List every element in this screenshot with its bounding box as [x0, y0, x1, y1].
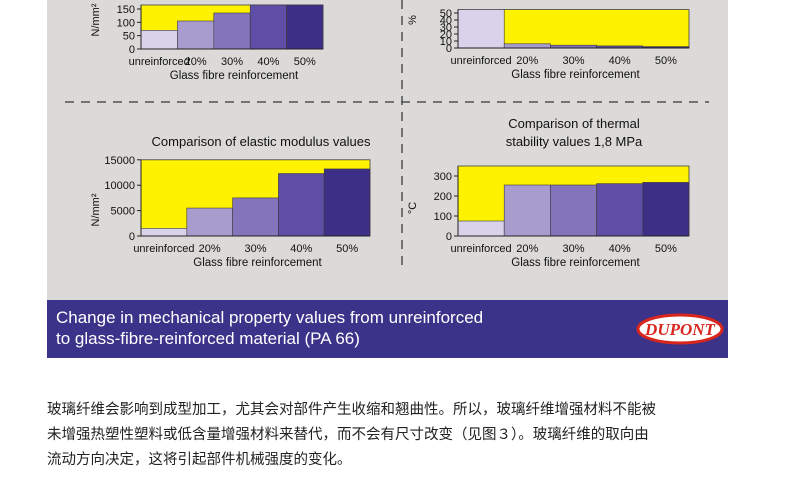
y-axis-label: % [407, 15, 419, 25]
x-tick-label: 20% [516, 55, 538, 67]
y-tick-label: 200 [434, 191, 452, 203]
article-line: 未增强热塑性塑料或低含量增强材料来替代，而不会有尺寸改变（见图３）。玻璃纤维的取… [47, 427, 649, 443]
x-tick-label: 30% [562, 243, 584, 255]
x-tick-label: 40% [290, 243, 312, 255]
y-axis-label: N/mm² [90, 3, 102, 36]
x-tick-label: 50% [655, 55, 677, 67]
y-tick-label: 0 [446, 43, 452, 55]
x-tick-label: 30% [221, 56, 243, 68]
x-axis-label: Glass fibre reinforcement [511, 69, 640, 81]
bar-20% [177, 20, 215, 50]
y-tick-label: 150 [117, 4, 135, 16]
bar-40% [249, 4, 287, 50]
figure: 0 50 100 150 unreinforced 20% 30% 40% 50% Glass f… [47, 0, 728, 358]
chart-panel-4: 0 100 200 300 unreinforced 20% 30% 40% 50% Glass … [407, 116, 690, 269]
y-axis-label: N/mm² [90, 193, 102, 226]
x-tick-label: unreinforced [451, 55, 512, 67]
x-tick-label: unreinforced [129, 56, 190, 68]
y-tick-label: 0 [129, 231, 135, 243]
x-tick-label: unreinforced [133, 243, 194, 255]
bar-40% [596, 183, 644, 237]
chart-panel-3: 0 5000 10000 15000 unreinforced 20% 30% 40% 50% G… [90, 134, 371, 269]
x-tick-label: 20% [185, 56, 207, 68]
y-tick-label: 15000 [104, 155, 135, 167]
article-text: 玻璃纤维会影响到成型加工，尤其会对部件产生收缩和翘曲性。所以，玻璃纤维增强材料不… [47, 398, 792, 473]
bar-50% [642, 182, 690, 237]
bar-50% [286, 4, 324, 50]
bar-unreinforced [457, 220, 505, 237]
x-tick-label: 40% [609, 243, 631, 255]
y-tick-label: 300 [434, 171, 452, 183]
bar-50% [323, 168, 371, 237]
x-tick-label: 50% [655, 243, 677, 255]
x-tick-label: 50% [336, 243, 358, 255]
caption-band: Change in mechanical property values fro… [47, 300, 728, 358]
bar-30% [550, 184, 597, 237]
x-tick-label: 50% [294, 56, 316, 68]
chart-title: Comparison of thermal [508, 116, 640, 131]
article-line: 玻璃纤维会影响到成型加工，尤其会对部件产生收缩和翘曲性。所以，玻璃纤维增强材料不… [47, 402, 656, 418]
x-tick-label: 40% [257, 56, 279, 68]
x-tick-label: 30% [244, 243, 266, 255]
y-tick-label: 100 [434, 211, 452, 223]
panel-divider [65, 0, 709, 272]
y-tick-label: 100 [117, 17, 135, 29]
x-tick-label: 20% [199, 243, 221, 255]
y-tick-label: 40 [440, 15, 452, 27]
bar-40% [278, 173, 325, 237]
article-line: 流动方向决定，这将引起部件机械强度的变化。 [47, 452, 352, 468]
x-axis-label: Glass fibre reinforcement [193, 257, 322, 269]
chart-title: Comparison of elastic modulus values [152, 134, 371, 149]
bar-20% [503, 43, 551, 49]
y-tick-label: 50 [440, 8, 452, 20]
caption-line: Change in mechanical property values fro… [56, 308, 484, 327]
figure-caption: Change in mechanical property values fro… [56, 307, 616, 349]
logo-oval [636, 313, 724, 345]
y-axis-label: °C [407, 202, 419, 214]
chart-title: stability values 1,8 MPa [506, 134, 643, 149]
y-tick-label: 0 [446, 231, 452, 243]
bar-unreinforced [140, 30, 178, 50]
y-tick-label: 10000 [104, 180, 135, 192]
bar-20% [186, 207, 233, 237]
x-tick-label: 40% [609, 55, 631, 67]
bar-20% [503, 184, 551, 237]
logo-wordmark: DUPONT [644, 320, 715, 339]
y-tick-label: 50 [123, 31, 135, 43]
x-tick-label: unreinforced [451, 243, 512, 255]
x-axis-label: Glass fibre reinforcement [170, 70, 299, 82]
x-axis-label: Glass fibre reinforcement [511, 257, 640, 269]
dupont-logo: DUPONT [636, 313, 724, 345]
y-tick-label: 10 [440, 36, 452, 48]
bar-unreinforced [457, 9, 505, 49]
caption-line: to glass-fibre-reinforced material (PA 6… [56, 329, 360, 348]
y-tick-label: 5000 [111, 206, 135, 218]
bar-unreinforced [140, 228, 188, 237]
y-tick-label: 20 [440, 29, 452, 41]
y-tick-label: 30 [440, 22, 452, 34]
y-tick-label: 0 [129, 44, 135, 56]
x-tick-label: 30% [562, 55, 584, 67]
x-tick-label: 20% [516, 243, 538, 255]
bar-30% [213, 12, 251, 50]
bar-30% [232, 197, 279, 237]
